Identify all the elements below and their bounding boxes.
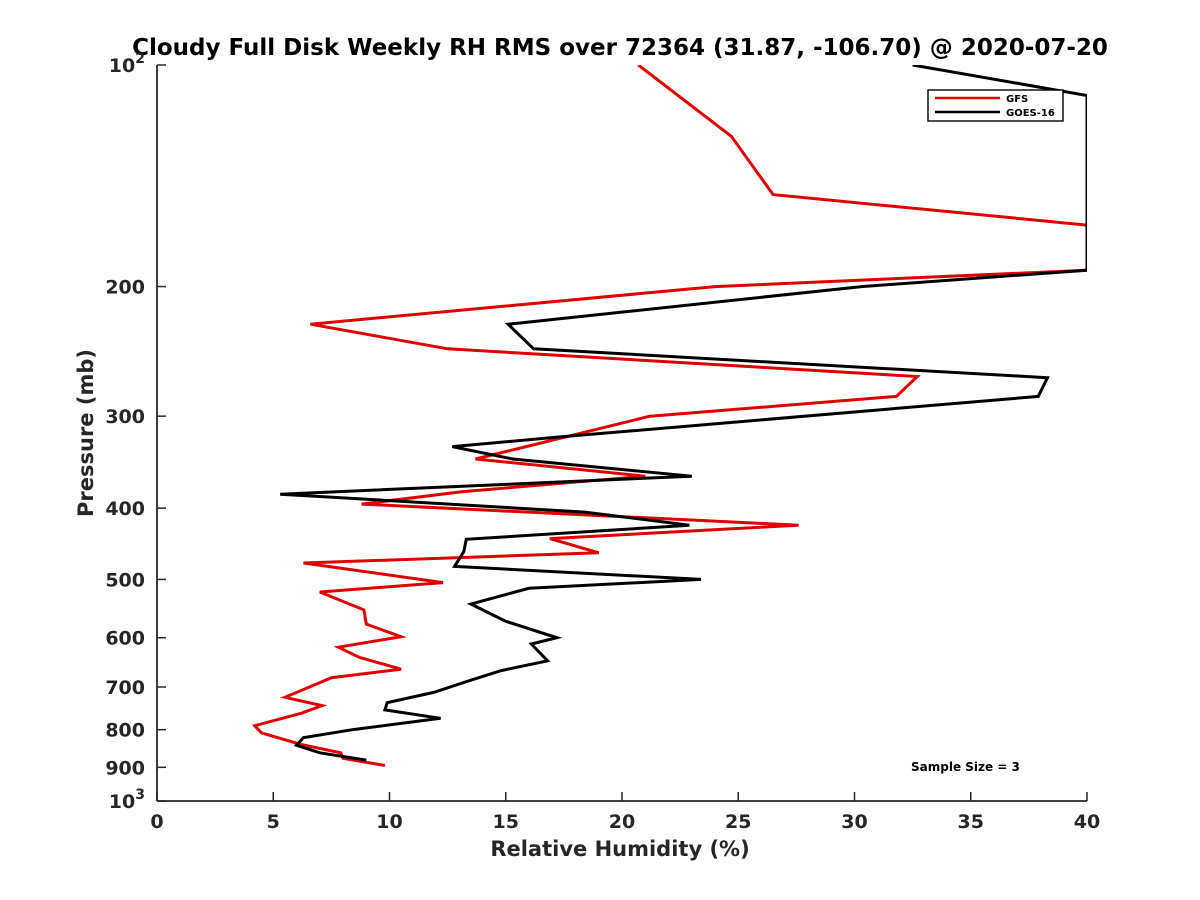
x-tick-label: 15 [493,811,519,833]
y-tick-label: 900 [105,757,145,779]
y-tick-label: 700 [105,677,145,699]
chart-title: Cloudy Full Disk Weekly RH RMS over 7236… [132,35,1108,61]
y-tick-label: 103 [109,787,145,813]
legend-box [927,89,1064,122]
y-tick-label: 400 [105,498,145,520]
x-tick-label: 10 [376,811,402,833]
x-tick-label: 0 [150,811,163,833]
series-line-gfs [251,65,1087,767]
x-tick-label: 25 [725,811,751,833]
series-layer [251,65,1087,767]
x-ticks: 0 5 10 15 20 25 30 35 40 [150,792,1100,833]
y-tick-label: 800 [105,720,145,742]
legend-label-goes16: GOES-16 [1006,108,1055,119]
y-tick-label: 102 [109,51,145,77]
x-tick-label: 35 [958,811,984,833]
x-tick-label: 5 [267,811,280,833]
sample-size-annotation: Sample Size = 3 [911,760,1020,774]
y-tick-label: 200 [105,277,145,299]
y-ticks: 102 200 300 400 500 600 700 800 900 103 [105,51,166,813]
y-tick-label: 600 [105,628,145,650]
x-tick-label: 40 [1074,811,1100,833]
series-line-goes16 [280,65,1087,762]
y-tick-label: 500 [105,569,145,591]
x-tick-label: 30 [841,811,867,833]
y-axis-label: Pressure (mb) [74,349,98,517]
x-axis-label: Relative Humidity (%) [490,837,749,861]
x-tick-label: 20 [609,811,635,833]
legend: GFS GOES-16 [927,89,1064,122]
y-tick-label: 300 [105,406,145,428]
legend-label-gfs: GFS [1006,94,1028,105]
